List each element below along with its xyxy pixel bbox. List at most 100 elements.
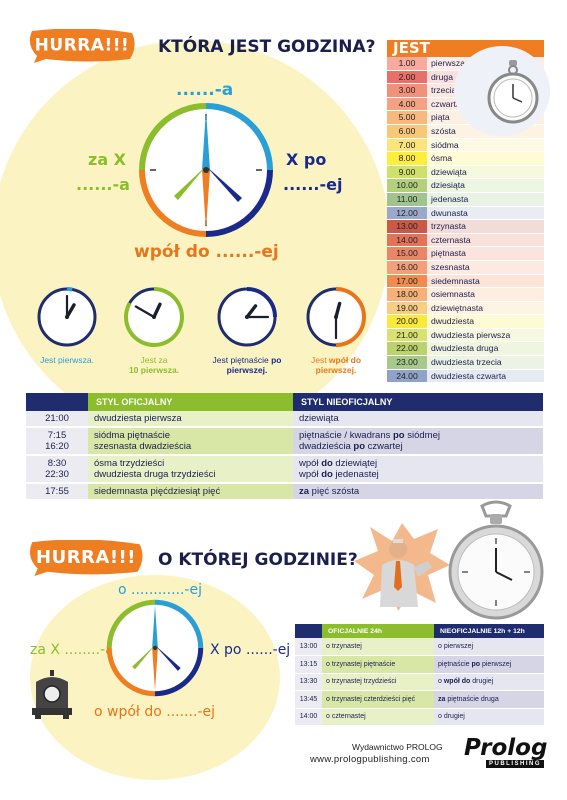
unofficial-cell: za piętnaście druga — [434, 690, 544, 709]
unofficial-cell: o pierwszej — [434, 638, 544, 656]
clock-label-bottom: wpół do ......-ej — [134, 242, 279, 262]
hour-number: 10.00 — [396, 180, 418, 191]
hour-word: siedemnasta — [427, 274, 544, 288]
hour-word: ósma — [427, 152, 544, 165]
prolog-logo-text: Prolog — [464, 735, 548, 761]
official-cell: o czternastej — [322, 708, 434, 726]
hour-word: jedenasta — [427, 192, 544, 206]
official-cell: o trzynastej trzydzieści — [322, 673, 434, 691]
time-cell: 17:55 — [26, 483, 88, 501]
time-cell: 13:45 — [295, 690, 322, 709]
clock-label-left-2: ......-a — [76, 175, 130, 194]
small-clock — [37, 287, 97, 347]
hour-word: siódma — [427, 138, 544, 152]
hour-row: 14.00 czternasta — [387, 233, 544, 248]
pocket-watch-icon — [448, 500, 544, 620]
small-clock-caption: Jest za 10 pierwsza. — [128, 355, 180, 375]
table-row: 13:00 o trzynastej o pierwszej — [295, 638, 544, 656]
hour-row: 17.00 siedemnasta — [387, 274, 544, 289]
hour-row: 21.00 dwudziesta pierwsza — [387, 328, 544, 343]
small-clock — [124, 287, 184, 347]
hour-number: 23.00 — [396, 357, 418, 368]
mantel-clock-icon — [32, 670, 72, 719]
time-header-unofficial: NIEOFICJALNIE 12h + 12h — [434, 624, 544, 638]
table-row: 13:45 o trzynastej czterdzieści pięć za pi… — [295, 690, 544, 709]
hour-number: 24.00 — [396, 370, 418, 381]
table-row: 14:00 o czternastej o drugiej — [295, 708, 544, 726]
hour-number: 19.00 — [396, 302, 418, 313]
hour-number: 13.00 — [396, 221, 418, 232]
hour-number: 15.00 — [396, 248, 418, 259]
time-header-official: OFICJALNIE 24h — [322, 624, 434, 638]
official-cell: siódma piętnaście szesnasta dwadzieścia — [88, 427, 293, 456]
table-row: 13:30 o trzynastej trzydzieści o wpół do d… — [295, 673, 544, 691]
publisher-name: Wydawnictwo PROLOG — [352, 742, 443, 752]
hour-number: 1.00 — [398, 58, 416, 68]
speech-bubble-icon — [30, 540, 143, 576]
hour-number: 20.00 — [396, 316, 418, 327]
clock2-label-left: za X ........-a — [30, 642, 114, 658]
hour-row: 13.00 trzynasta — [387, 220, 544, 234]
clock2-label-right: X po ......-ej — [210, 642, 291, 658]
small-clock-caption: Jest wpół do pierwszej. — [310, 355, 362, 375]
hour-word: czternasta — [427, 233, 544, 247]
time-cell: 7:15 16:20 — [26, 427, 88, 456]
hour-word: dwudziesta — [427, 315, 544, 328]
unofficial-cell: dziewiąta — [293, 411, 543, 428]
clock-label-top: ......-a — [176, 80, 234, 100]
publisher-url[interactable]: www.prologpublishing.com — [310, 754, 430, 765]
stopwatch-icon — [487, 60, 539, 124]
hour-number: 22.00 — [396, 343, 418, 354]
clock-label-left-1: za X — [88, 150, 127, 169]
hour-row: 7.00 siódma — [387, 138, 544, 153]
unofficial-cell: o drugiej — [434, 708, 544, 726]
hour-row: 12.00 dwunasta — [387, 206, 544, 221]
hour-row: 10.00 dziesiąta — [387, 179, 544, 193]
table-row: 7:15 16:20 siódma piętnaście szesnasta dwad… — [26, 427, 543, 456]
official-cell: siedemnasta pięćdziesiąt pięć — [88, 483, 293, 501]
speech-bubble-icon — [29, 29, 135, 63]
hour-word: dwudziesta pierwsza — [427, 328, 544, 342]
hour-row: 23.00 dwudziesta trzecia — [387, 356, 544, 370]
hurra-badge-text: HURRA!!! — [36, 547, 136, 569]
small-clock-caption: Jest pierwsza. — [40, 355, 94, 365]
small-clock — [217, 287, 277, 347]
table-row: 13:15 o trzynastej piętnaście piętnaście p… — [295, 655, 544, 674]
hour-hand — [152, 302, 162, 319]
styles-table-corner — [26, 393, 88, 411]
time-cell: 14:00 — [295, 708, 322, 726]
hour-word: szesnasta — [427, 260, 544, 274]
hour-number: 5.00 — [398, 112, 416, 123]
small-clock-arc — [124, 287, 184, 347]
hour-number: 18.00 — [396, 289, 418, 300]
minute-hand — [134, 305, 156, 319]
official-cell: ósma trzydzieści dwudziesta druga trzydzi… — [88, 455, 293, 484]
styles-header-unofficial: STYL NIEOFICJALNY — [293, 393, 543, 411]
section-title: O KTÓREJ GODZINIE? — [158, 550, 358, 570]
official-cell: dwudziesta pierwsza — [88, 411, 293, 428]
hour-number: 2.00 — [398, 71, 416, 82]
hour-row: 24.00 dwudziesta czwarta — [387, 369, 544, 384]
hour-row: 22.00 dwudziesta druga — [387, 342, 544, 357]
man-checking-watch-illustration — [354, 523, 450, 611]
time-phrases-table: OFICJALNIE 24h NIEOFICJALNIE 12h + 12h 1… — [295, 624, 544, 726]
official-cell: o trzynastej czterdzieści pięć — [322, 690, 434, 709]
time-cell: 8:30 22:30 — [26, 455, 88, 484]
time-cell: 13:30 — [295, 673, 322, 691]
table-row: 21:00 dwudziesta pierwsza dziewiąta — [26, 411, 543, 428]
hurra-badge-top: HURRA!!! — [28, 29, 136, 63]
hour-word: dwudziesta druga — [427, 342, 544, 356]
hour-word: dwudziesta czwarta — [427, 369, 544, 383]
hour-number: 9.00 — [398, 166, 416, 177]
hour-row: 9.00 dziewiąta — [387, 165, 544, 180]
small-clock-arc — [335, 287, 366, 347]
hurra-badge-bottom: HURRA!!! — [28, 540, 144, 576]
hour-word: trzynasta — [427, 220, 544, 233]
big-clock-diagram — [139, 103, 273, 237]
time-cell: 13:00 — [295, 638, 322, 656]
hour-number: 7.00 — [398, 139, 416, 150]
hour-number: 12.00 — [396, 207, 418, 218]
clock2-label-top: o ............-ej — [118, 582, 202, 598]
styles-table: STYL OFICJALNY STYL NIEOFICJALNY 21:00 dw… — [26, 393, 543, 501]
unofficial-cell: o wpół do drugiej — [434, 673, 544, 691]
